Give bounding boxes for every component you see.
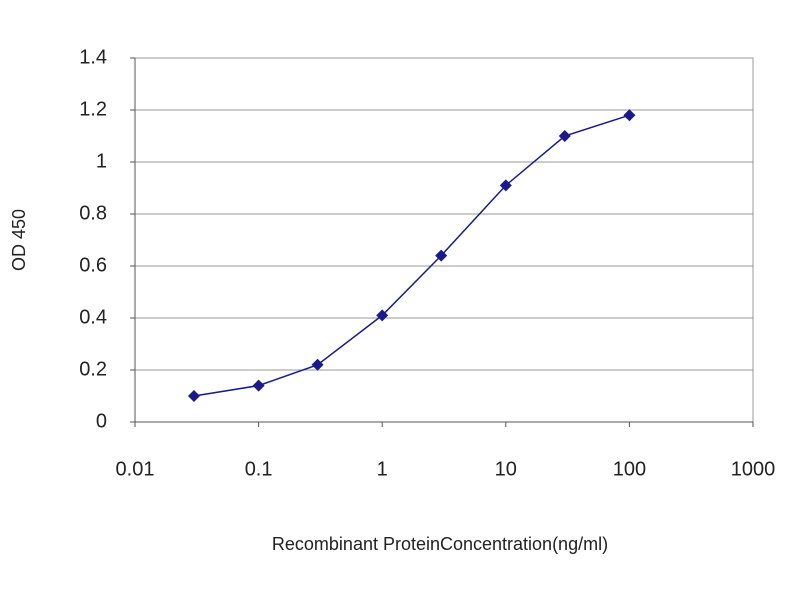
- data-point: [252, 379, 265, 392]
- y-tick-label: 0.8: [79, 202, 107, 224]
- y-axis-title: OD 450: [9, 209, 29, 271]
- y-tick-label: 0.2: [79, 358, 107, 380]
- y-tick-label: 1: [96, 150, 107, 172]
- data-point: [435, 249, 448, 262]
- data-point: [558, 130, 571, 142]
- x-tick-label: 0.1: [245, 458, 273, 480]
- x-tick-label: 1: [377, 458, 388, 480]
- y-tick-label: 1.2: [79, 98, 107, 120]
- x-tick-label: 1000: [731, 458, 776, 480]
- y-tick-label: 0: [96, 410, 107, 432]
- x-tick-label: 10: [495, 458, 517, 480]
- y-tick-label: 1.4: [79, 46, 107, 68]
- x-axis-title: Recombinant ProteinConcentration(ng/ml): [272, 534, 608, 554]
- data-line: [193, 114, 630, 397]
- data-point: [187, 390, 200, 402]
- y-tick-label: 0.4: [79, 306, 107, 328]
- x-tick-label: 0.01: [116, 458, 155, 480]
- data-point: [311, 358, 324, 371]
- y-tick-label: 0.6: [79, 254, 107, 276]
- data-point: [499, 179, 512, 192]
- plot-frame: [134, 57, 754, 423]
- data-point: [376, 309, 389, 322]
- x-tick-label: 100: [613, 458, 646, 480]
- data-point: [623, 109, 636, 122]
